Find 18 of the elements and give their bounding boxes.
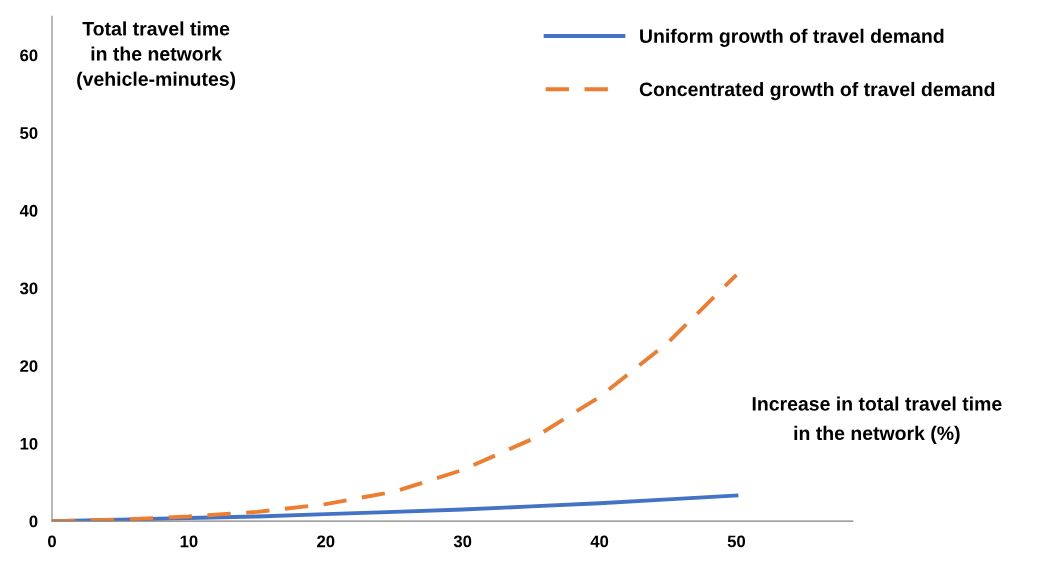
x-tick-label: 0 [48, 535, 56, 548]
legend-label: Uniform growth of travel demand [640, 28, 944, 47]
y-tick-label: 30 [19, 282, 38, 295]
y-tick-label: 20 [20, 360, 38, 373]
x-tick-label: 30 [453, 535, 472, 548]
y-tick-label: 60 [20, 49, 38, 62]
y-axis-title: Total travel time in the network (vehicle-minutes) [77, 21, 236, 90]
y-tick-label: 0 [29, 515, 38, 528]
line-series [52, 272, 739, 522]
x-tick-label: 20 [317, 535, 335, 548]
x-tick-label: 40 [590, 535, 609, 548]
x-axis-title: Increase in total travel time in the network (%) [752, 396, 1002, 444]
legend-label: Concentrated growth of travel demand [639, 81, 995, 101]
y-tick-label: 40 [19, 204, 38, 217]
x-tick-label: 10 [180, 535, 198, 548]
y-tick-label: 10 [20, 437, 38, 450]
x-tick-label: 50 [727, 535, 746, 548]
y-tick-label: 50 [20, 127, 38, 139]
